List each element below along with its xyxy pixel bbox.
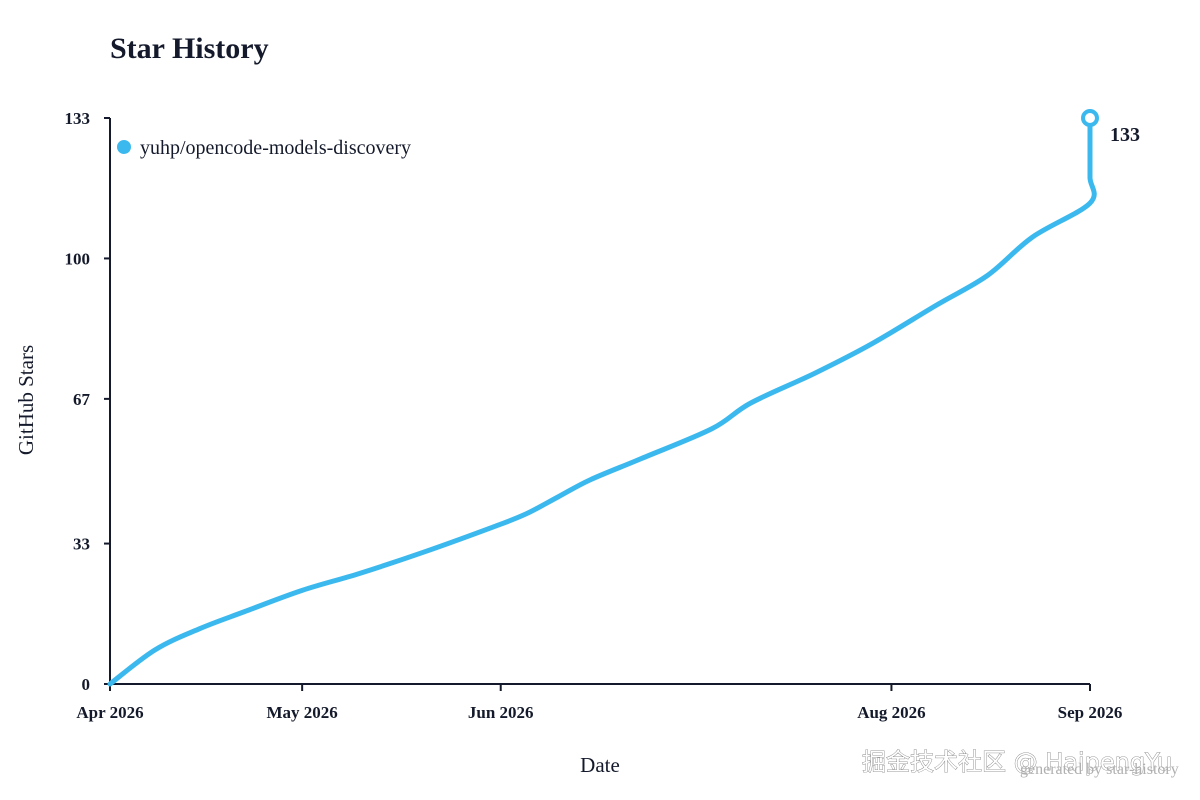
y-tick-label: 0 xyxy=(82,675,91,694)
x-tick-label: Jun 2026 xyxy=(468,703,534,722)
series-line xyxy=(107,115,1097,687)
legend-label: yuhp/opencode-models-discovery xyxy=(140,137,411,159)
legend-marker xyxy=(117,140,131,154)
x-tick-label: Apr 2026 xyxy=(76,703,143,722)
series-end-marker xyxy=(1081,109,1099,127)
y-axis-label: GitHub Stars xyxy=(14,345,38,455)
x-axis-ticks: Apr 2026 May 2026 Jun 2026 Aug 2026 Sep 2026 xyxy=(76,684,1122,722)
watermark-text: 掘金技术社区 @ HaipengYu xyxy=(862,748,1172,776)
series-end-label: 133 xyxy=(1110,124,1140,146)
axes xyxy=(109,118,1090,685)
y-tick-label: 67 xyxy=(73,390,91,409)
y-axis-ticks: 0 33 67 100 133 xyxy=(65,109,110,694)
credit-text: generated by star-history xyxy=(1020,761,1179,778)
x-tick-label: Aug 2026 xyxy=(857,703,925,722)
x-tick-label: May 2026 xyxy=(267,703,338,722)
x-axis-label: Date xyxy=(580,753,620,777)
y-tick-label: 100 xyxy=(65,249,91,268)
series-layer: 133 xyxy=(107,109,1140,687)
legend: yuhp/opencode-models-discovery xyxy=(117,137,411,159)
x-tick-label: Sep 2026 xyxy=(1058,703,1123,722)
y-tick-label: 33 xyxy=(73,535,90,554)
y-tick-label: 133 xyxy=(65,109,91,128)
chart-title: Star History xyxy=(110,32,269,65)
